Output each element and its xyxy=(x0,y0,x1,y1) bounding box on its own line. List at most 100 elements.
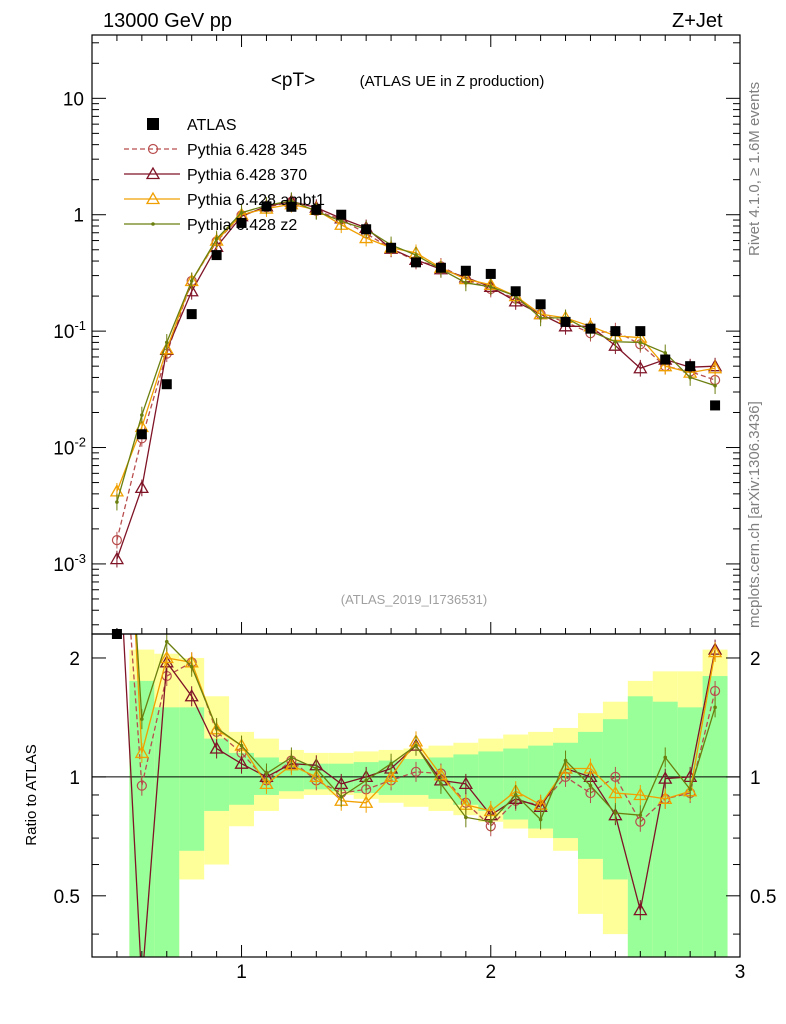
main-plot-area xyxy=(92,35,740,634)
legend-series-marker xyxy=(151,222,155,226)
legend-series-label: Pythia 6.428 z2 xyxy=(187,217,297,234)
atlas-data-point xyxy=(535,299,546,310)
y-tick-label: 10-2 xyxy=(53,435,86,460)
analysis-label: (ATLAS_2019_I1736531) xyxy=(341,592,487,607)
atlas-data-point xyxy=(685,361,696,372)
atlas-data-point xyxy=(236,217,247,228)
main-plot-background xyxy=(92,35,740,634)
series-3-ratio-point xyxy=(713,705,717,710)
atlas-data-point xyxy=(585,323,596,334)
axes-group: 1 2 3 10-3 10-2 10-1 1 10 0.5 0.5 1 1 2 2 xyxy=(53,35,776,983)
ratio-y-tick-label: 0.5 xyxy=(54,887,80,908)
x-tick-label: 3 xyxy=(735,962,746,983)
series-3-ratio-point xyxy=(339,795,344,799)
series-1-main-point xyxy=(608,338,623,351)
series-3-ratio-point xyxy=(239,743,244,748)
series-3-ratio-point xyxy=(389,761,393,766)
series-1-main-point xyxy=(134,480,149,494)
series-3-main-point xyxy=(189,279,194,283)
series-1-ratio-point xyxy=(658,771,673,784)
ratio-y-tick-label: 1 xyxy=(69,768,80,789)
series-3-main-point xyxy=(239,210,244,215)
series-1-ratio-point xyxy=(136,977,148,988)
series-3-ratio-point xyxy=(364,778,368,783)
series-2-ratio-point xyxy=(583,761,598,774)
ratio-y-tick-label: 2 xyxy=(69,649,80,670)
header-energy-label: 13000 GeV pp xyxy=(103,10,232,32)
series-3-ratio-point xyxy=(663,755,668,760)
atlas-data-point xyxy=(361,224,372,235)
series-3-ratio-point xyxy=(563,758,568,763)
legend: ATLAS Pythia 6.428 345 Pythia 6.428 370 Pyt… xyxy=(124,117,325,234)
series-2-ratio-point xyxy=(633,787,648,801)
series-3-ratio-point xyxy=(688,787,692,792)
ratio-band-green xyxy=(154,707,180,957)
series-3-ratio-point xyxy=(588,783,593,788)
series-3-main-point xyxy=(214,237,219,241)
series-2-ratio-point xyxy=(608,785,623,799)
ratio-band-green xyxy=(677,707,703,957)
mcplots-reference-label: mcplots.cern.ch [arXiv:1306.3436] xyxy=(746,401,763,628)
y-tick-label: 10-3 xyxy=(53,551,86,576)
atlas-data-point xyxy=(211,250,222,261)
y-tick-label: 10 xyxy=(63,89,84,110)
series-3-main-point xyxy=(613,339,618,344)
series-3-main-point xyxy=(688,375,692,380)
atlas-data-point xyxy=(311,204,322,215)
atlas-data-point xyxy=(136,429,147,440)
series-1-ratio-point xyxy=(209,741,224,754)
series-2-ratio-point xyxy=(284,757,299,771)
series-0-ratio-point xyxy=(610,771,621,782)
series-2-ratio-point xyxy=(134,745,149,759)
atlas-data-point xyxy=(610,326,621,337)
series-3-ratio-point xyxy=(613,811,618,815)
series-3-ratio-point xyxy=(189,664,194,669)
ratio-y-tick-label-right: 1 xyxy=(750,768,761,789)
series-3-ratio-point xyxy=(488,819,493,824)
series-2-main-point xyxy=(359,230,374,244)
series-2-main-point xyxy=(159,341,174,355)
series-0-ratio-point xyxy=(410,766,422,777)
ratio-y-tick-label-right: 2 xyxy=(750,649,761,670)
series-3-ratio-point xyxy=(314,766,319,771)
series-1-ratio-point xyxy=(184,688,199,702)
atlas-data-point xyxy=(710,400,721,411)
series-3-main-point xyxy=(289,198,294,203)
atlas-data-point xyxy=(411,257,421,268)
ratio-y-tick-label-right: 0.5 xyxy=(750,887,776,908)
legend-atlas-marker xyxy=(147,118,159,130)
atlas-data-point xyxy=(635,326,646,337)
series-0-ratio-point xyxy=(136,780,147,791)
ratio-y-axis-label: Ratio to ATLAS xyxy=(23,744,40,845)
x-tick-label: 1 xyxy=(236,962,247,983)
series-2-ratio-point xyxy=(658,791,673,804)
legend-series-marker xyxy=(145,166,161,180)
series-3-main-point xyxy=(140,413,144,417)
atlas-data-point xyxy=(161,379,172,390)
atlas-data-point xyxy=(435,262,446,273)
legend-atlas-label: ATLAS xyxy=(187,117,237,134)
series-3-main-point xyxy=(488,285,493,289)
legend-series-marker xyxy=(147,143,159,155)
series-3-ratio-point xyxy=(538,817,543,822)
series-3-ratio-point xyxy=(638,813,643,817)
legend-series-marker xyxy=(145,191,161,205)
series-1-ratio-point xyxy=(633,902,648,916)
ratio-band-green xyxy=(179,707,205,851)
legend-series-label: Pythia 6.428 ambt1 xyxy=(187,192,325,209)
header-process-label: Z+Jet xyxy=(672,10,723,32)
series-3-main-point xyxy=(538,316,543,320)
series-3-main-point xyxy=(115,500,119,504)
series-3-ratio-point xyxy=(513,793,518,797)
rivet-version-label: Rivet 4.1.0, ≥ 1.6M events xyxy=(746,81,763,256)
chart-title: <pT> xyxy=(271,70,315,91)
series-3-ratio-point xyxy=(164,639,169,644)
ratio-band-green xyxy=(702,676,728,957)
legend-series-label: Pythia 6.428 345 xyxy=(187,142,307,159)
series-3-main-point xyxy=(638,340,643,345)
series-0-ratio-point xyxy=(709,685,721,697)
series-2-ratio-point xyxy=(359,795,374,808)
atlas-data-point xyxy=(286,201,297,212)
series-2-ratio-point xyxy=(259,776,274,790)
